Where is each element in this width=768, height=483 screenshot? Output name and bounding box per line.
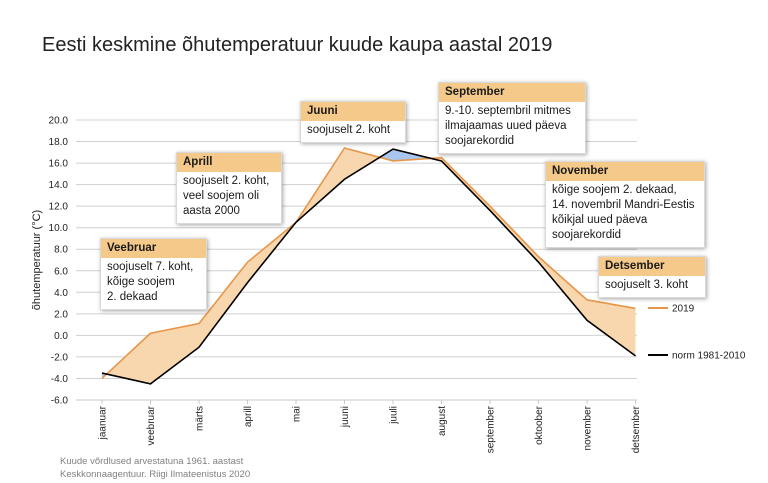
diff-area: [106, 333, 151, 384]
diff-area: [199, 262, 248, 348]
annotation-detsember: Detsember soojuselt 3. koht: [598, 256, 706, 298]
y-tick-label: 12.0: [49, 202, 69, 213]
x-tick-label: mai: [292, 406, 303, 422]
annotation-detsember-title: Detsember: [599, 257, 705, 276]
x-tick-label: märts: [195, 406, 206, 431]
y-tick-label: -6.0: [51, 396, 69, 407]
annotation-aprill-line-3: aasta 2000: [183, 205, 240, 217]
annotation-veebruar: Veebruar soojuselt 7. koht, kõige soojem…: [100, 238, 207, 310]
source-note: Kuude võrdlused arvestatuna 1961. aastas…: [60, 455, 250, 481]
annotation-september: September 9.-10. septembril mitmes ilmaj…: [438, 82, 586, 154]
annotation-juuni-line-1: soojuselt 2. koht: [307, 124, 391, 136]
annotation-veebruar-line-2: kõige soojem: [107, 276, 175, 288]
y-axis-label: õhutemperatuur (°C): [31, 210, 43, 310]
y-tick-label: 0.0: [54, 331, 68, 342]
y-tick-label: 18.0: [49, 137, 69, 148]
x-tick-label: juuli: [389, 406, 400, 425]
y-tick-label: -4.0: [51, 374, 69, 385]
y-tick-label: 6.0: [54, 266, 68, 277]
x-tick-label: august: [437, 406, 448, 436]
annotation-aprill-line-2: veel soojem oli: [183, 190, 260, 202]
y-tick-label: 20.0: [49, 116, 69, 127]
annotation-detsember-line-1: soojuselt 3. koht: [605, 279, 689, 291]
legend: 2019 norm 1981-2010: [648, 304, 746, 362]
diff-area: [150, 323, 199, 384]
x-tick-label: aprill: [243, 406, 254, 427]
y-tick-label: 2.0: [54, 309, 68, 320]
y-tick-label: 10.0: [49, 223, 69, 234]
y-tick-labels: 20.0 18.0 16.0 14.0 12.0 10.0 8.0 6.0 4.0 2.0 0.0 -…: [49, 116, 69, 407]
legend-label-norm: norm 1981-2010: [672, 351, 746, 362]
annotation-november: November kõige soojem 2. dekaad, 14. nov…: [545, 161, 705, 248]
x-tick-label: november: [583, 405, 594, 450]
annotation-september-line-1: 9.-10. septembril mitmes: [445, 105, 571, 117]
x-tick-label: oktoober: [534, 405, 545, 445]
annotation-september-line-2: ilmajaamas uued päeva: [445, 120, 567, 132]
annotation-november-line-2: 14. novembril Mandri-Eestis: [552, 199, 695, 211]
annotation-juuni-title: Juuni: [301, 102, 405, 121]
series-lines: [101, 147, 636, 385]
annotation-veebruar-line-3: 2. dekaad: [107, 291, 158, 303]
source-line-1: Kuude võrdlused arvestatuna 1961. aastas…: [60, 456, 244, 467]
source-line-2: Keskkonnaagentuur. Riigi Ilmateenistus 2…: [60, 469, 251, 480]
annotation-aprill-title: Aprill: [177, 153, 281, 172]
annotation-juuni: Juuni soojuselt 2. koht: [300, 101, 406, 143]
annotation-november-line-3: kõikjal uued päeva: [552, 214, 648, 226]
y-tick-label: 4.0: [54, 288, 68, 299]
legend-label-2019: 2019: [672, 304, 695, 315]
series-line-norm: [101, 148, 636, 385]
annotation-november-line-4: soojarekordid: [552, 229, 622, 241]
annotation-september-title: September: [439, 83, 585, 102]
x-tick-label: veebruar: [146, 405, 157, 445]
annotation-veebruar-line-1: soojuselt 7. koht,: [107, 261, 194, 273]
x-tick-label: jaanuar: [98, 405, 109, 440]
chart-title: Eesti keskmine õhutemperatuur kuude kaup…: [42, 34, 553, 56]
annotation-veebruar-title: Veebruar: [101, 239, 206, 258]
x-tick-label: juuni: [340, 406, 351, 428]
diff-area: [587, 299, 636, 356]
x-tick-label: september: [486, 405, 497, 453]
y-tick-label: 8.0: [54, 245, 68, 256]
annotation-september-line-3: soojarekordid: [445, 135, 515, 147]
y-tick-label: -2.0: [51, 352, 69, 363]
annotation-aprill-line-1: soojuselt 2. koht,: [183, 175, 270, 187]
diff-area: [538, 256, 587, 321]
x-tick-labels: jaanuar veebruar märts aprill mai juuni juuli a…: [98, 400, 642, 453]
annotation-november-title: November: [546, 162, 704, 181]
annotation-november-line-1: kõige soojem 2. dekaad,: [552, 184, 677, 196]
y-tick-label: 14.0: [49, 180, 69, 191]
series-line-2019: [101, 147, 636, 380]
x-tick-label: detsember: [631, 405, 642, 453]
y-tick-label: 16.0: [49, 159, 69, 170]
annotation-aprill: Aprill soojuselt 2. koht, veel soojem ol…: [176, 152, 282, 224]
